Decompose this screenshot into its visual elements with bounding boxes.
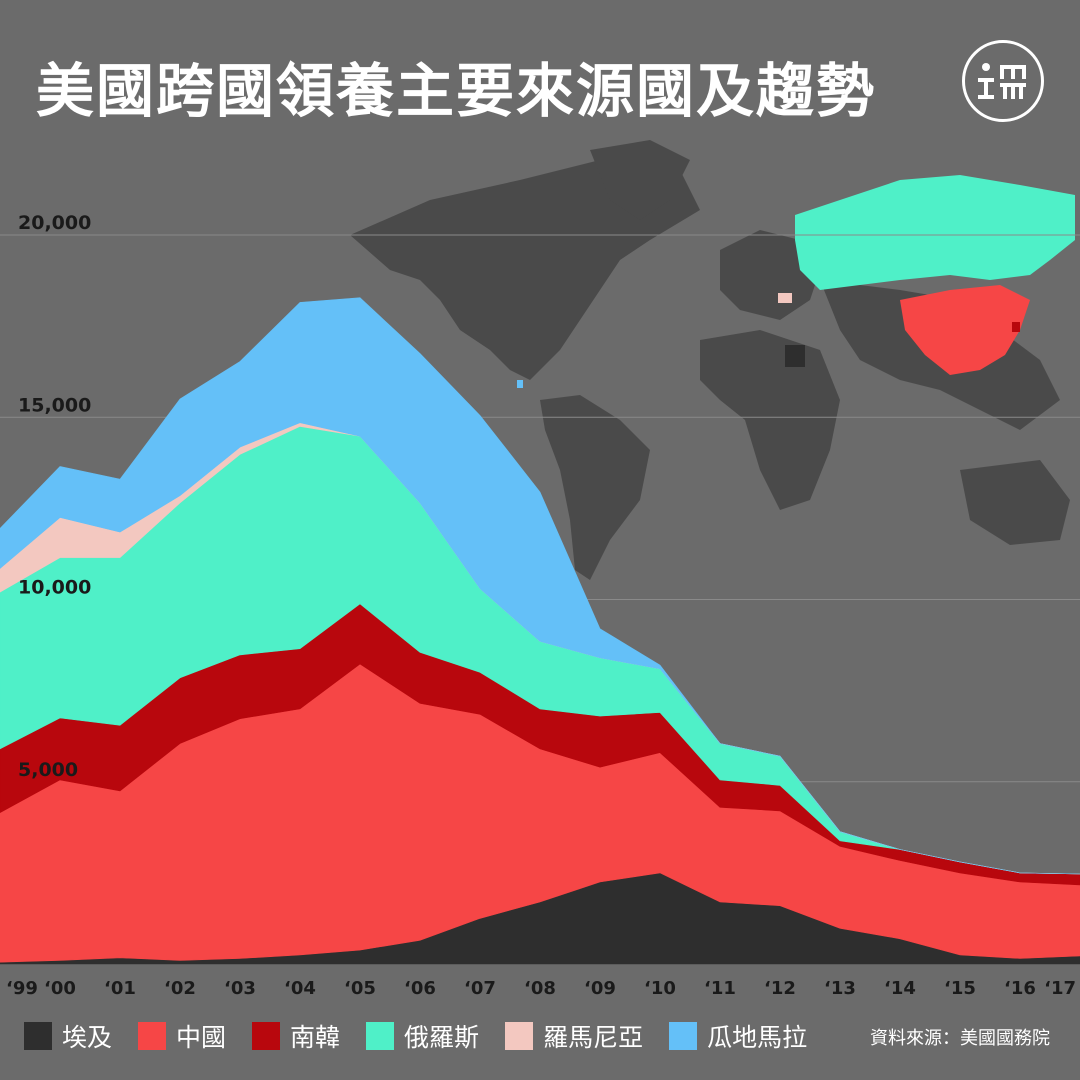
x-tick-label: ‘01 (104, 978, 136, 999)
map-south-korea (1012, 322, 1020, 332)
chart-title: 美國跨國領養主要來源國及趨勢 (36, 57, 877, 125)
map-romania (778, 293, 792, 303)
map-guatemala (517, 380, 523, 388)
x-tick-label: ‘14 (884, 978, 916, 999)
source-note: 資料來源：美國國務院 (870, 1028, 1050, 1049)
x-tick-label: ‘09 (584, 978, 616, 999)
legend-item: 中國 (138, 1018, 226, 1054)
legend-swatch (138, 1022, 167, 1050)
x-tick-label: ‘12 (764, 978, 796, 999)
legend-label: 埃及 (62, 1023, 113, 1052)
map-africa (700, 330, 840, 510)
map-china (900, 285, 1030, 375)
map-egypt (785, 345, 805, 367)
map-south-america (540, 395, 650, 580)
legend-item: 埃及 (24, 1018, 112, 1054)
y-tick-label: 10,000 (18, 577, 91, 599)
x-tick-label: ‘17 (1044, 978, 1076, 999)
world-map (350, 140, 1075, 580)
x-tick-label: ‘04 (284, 978, 316, 999)
legend-item: 南韓 (252, 1018, 340, 1054)
x-tick-label: ‘05 (344, 978, 376, 999)
legend-swatch (366, 1022, 395, 1050)
legend-item: 羅馬尼亞 (505, 1018, 643, 1054)
x-tick-label: ‘07 (464, 978, 496, 999)
map-australia (960, 460, 1070, 545)
map-russia (795, 175, 1075, 290)
x-tick-label: ‘02 (164, 978, 196, 999)
map-north-america (350, 160, 700, 380)
legend: 埃及 中國 南韓 俄羅斯 羅馬尼亞 瓜地馬拉 (24, 1018, 833, 1054)
x-tick-label: ‘03 (224, 978, 256, 999)
stacked-areas (0, 297, 1080, 965)
x-tick-label: ‘06 (404, 978, 436, 999)
legend-label: 南韓 (290, 1023, 341, 1052)
legend-item: 俄羅斯 (366, 1018, 479, 1054)
x-tick-label: ‘10 (644, 978, 676, 999)
y-tick-label: 5,000 (18, 759, 78, 781)
logo-icon (962, 40, 1044, 122)
legend-swatch (24, 1022, 52, 1050)
legend-label: 中國 (176, 1023, 227, 1052)
y-tick-label: 20,000 (18, 212, 91, 234)
x-tick-label: ‘15 (944, 978, 976, 999)
y-tick-label: 15,000 (18, 394, 91, 416)
legend-item: 瓜地馬拉 (669, 1018, 807, 1054)
y-axis-labels: 5,000 10,000 15,000 20,000 (18, 212, 91, 781)
legend-label: 羅馬尼亞 (543, 1023, 644, 1052)
legend-label: 俄羅斯 (404, 1023, 480, 1052)
area-series-5 (0, 297, 1080, 875)
x-tick-label: ‘08 (524, 978, 556, 999)
legend-swatch (252, 1022, 281, 1050)
map-europe (720, 230, 820, 320)
legend-swatch (505, 1022, 534, 1050)
map-greenland (590, 140, 690, 220)
legend-label: 瓜地馬拉 (707, 1023, 808, 1052)
x-tick-label: ‘11 (704, 978, 736, 999)
x-axis-labels: ‘99 ‘00 ‘01 ‘02 ‘03 ‘04 ‘05 ‘06 ‘07 ‘08 ‘09 ‘10 ‘11 ‘… (6, 978, 1076, 999)
x-tick-label: ‘99 (6, 978, 38, 999)
x-tick-label: ‘13 (824, 978, 856, 999)
x-tick-label: ‘16 (1004, 978, 1036, 999)
x-tick-label: ‘00 (44, 978, 76, 999)
legend-swatch (669, 1022, 698, 1050)
